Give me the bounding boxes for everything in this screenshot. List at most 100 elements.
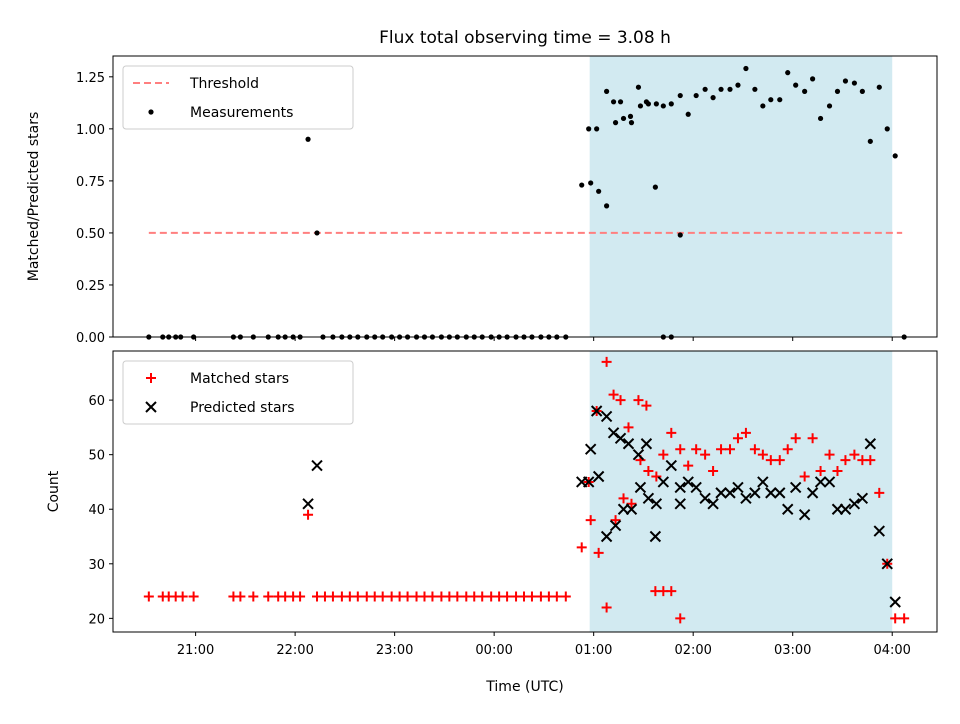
predicted-point (864, 438, 877, 450)
axes-frame (112, 55, 938, 338)
matched-point (840, 455, 851, 466)
legend-entry-label: Measurements (190, 105, 293, 121)
x-tick-label: 22:00 (276, 643, 313, 658)
matched-point (890, 613, 901, 624)
matched-point (725, 444, 736, 455)
predicted-point (757, 476, 769, 488)
matched-point (352, 591, 363, 602)
predicted-point (707, 498, 719, 510)
matched-point (807, 433, 818, 444)
predicted-point (582, 476, 595, 488)
predicted-point (848, 498, 861, 510)
matched-point (526, 591, 537, 602)
measurement-point (793, 82, 799, 88)
measurement-point (604, 203, 610, 209)
matched-point (626, 498, 637, 509)
matched-point (708, 466, 719, 477)
y-tick-label: 30 (88, 558, 105, 573)
measurement-point (604, 88, 610, 94)
measurement-point (851, 80, 858, 86)
legend: Threshold Measurements (122, 65, 354, 130)
predicted-point (674, 481, 686, 494)
measurement-point (693, 92, 699, 99)
x-tick-label: 01:00 (575, 643, 612, 658)
measurement-point (596, 188, 602, 194)
measurement-point (892, 153, 898, 159)
predicted-point (302, 498, 314, 510)
measurement-point (594, 126, 600, 132)
matched-point (675, 613, 686, 624)
measurement-point (620, 115, 627, 122)
matched-point (666, 586, 677, 597)
measurement-point (612, 120, 619, 126)
predicted-point (657, 476, 670, 488)
y-tick-label: 0.25 (76, 279, 105, 294)
y-tick-label: 1.25 (76, 71, 105, 86)
y-tick-label: 0.75 (76, 175, 105, 190)
measurement-point (810, 76, 816, 82)
matched-point (633, 395, 644, 406)
matched-point (402, 591, 413, 602)
measurement-point (727, 86, 733, 92)
y-axis-label: Count (46, 470, 62, 512)
series-matched-stars (143, 356, 910, 624)
predicted-point (609, 519, 622, 532)
matched-point (658, 449, 669, 460)
measurement-point (652, 184, 658, 190)
predicted-point (889, 596, 901, 608)
measurement-point (637, 103, 644, 109)
x-tick-label: 02:00 (674, 643, 711, 658)
matched-point (235, 591, 246, 602)
y-tick-label: 0.50 (76, 227, 105, 242)
measurement-point (314, 230, 320, 236)
matched-point (560, 591, 571, 602)
measurement-point (305, 136, 311, 142)
x-tick-label: 04:00 (873, 643, 910, 658)
matched-point (608, 389, 619, 400)
measurement-point (586, 126, 592, 132)
x-tick-label: 21:00 (177, 643, 214, 658)
predicted-point (690, 481, 702, 494)
measurement-point (685, 111, 691, 117)
legend-dot-swatch (148, 109, 154, 115)
matched-point (623, 422, 634, 433)
measurement-point (768, 97, 774, 103)
observing-span-highlight (589, 56, 893, 337)
legend-box (122, 360, 354, 425)
predicted-point (765, 487, 777, 499)
matched-point (327, 591, 338, 602)
matched-point (899, 613, 910, 624)
matched-point (874, 487, 885, 498)
measurement-point (702, 86, 708, 92)
y-tick-label: 0.00 (76, 331, 105, 346)
measurement-point (859, 88, 865, 94)
predicted-point (823, 476, 836, 488)
y-axis-label: Matched/Predicted stars (26, 112, 42, 282)
matched-point (295, 591, 306, 602)
matched-point (585, 515, 596, 526)
predicted-point (649, 530, 662, 543)
matched-point (700, 449, 711, 460)
matched-point (177, 591, 188, 602)
matched-point (427, 591, 438, 602)
predicted-point (699, 492, 711, 505)
predicted-point (715, 487, 727, 499)
matched-point (576, 542, 587, 553)
measurement-point (834, 88, 841, 94)
measurement-point (610, 99, 617, 105)
matched-point (610, 515, 621, 526)
legend-entry-label: Threshold (189, 76, 259, 92)
matched-point (865, 455, 876, 466)
predicted-point (782, 503, 794, 515)
matched-point (765, 455, 776, 466)
axes-frame (112, 350, 938, 633)
measurement-point (653, 101, 659, 107)
measurement-point (884, 126, 890, 132)
measurement-point (785, 70, 791, 76)
matched-point (477, 591, 488, 602)
matched-point (615, 395, 626, 406)
measurement-point (677, 92, 683, 99)
predicted-point (740, 492, 752, 505)
matched-point (502, 591, 513, 602)
